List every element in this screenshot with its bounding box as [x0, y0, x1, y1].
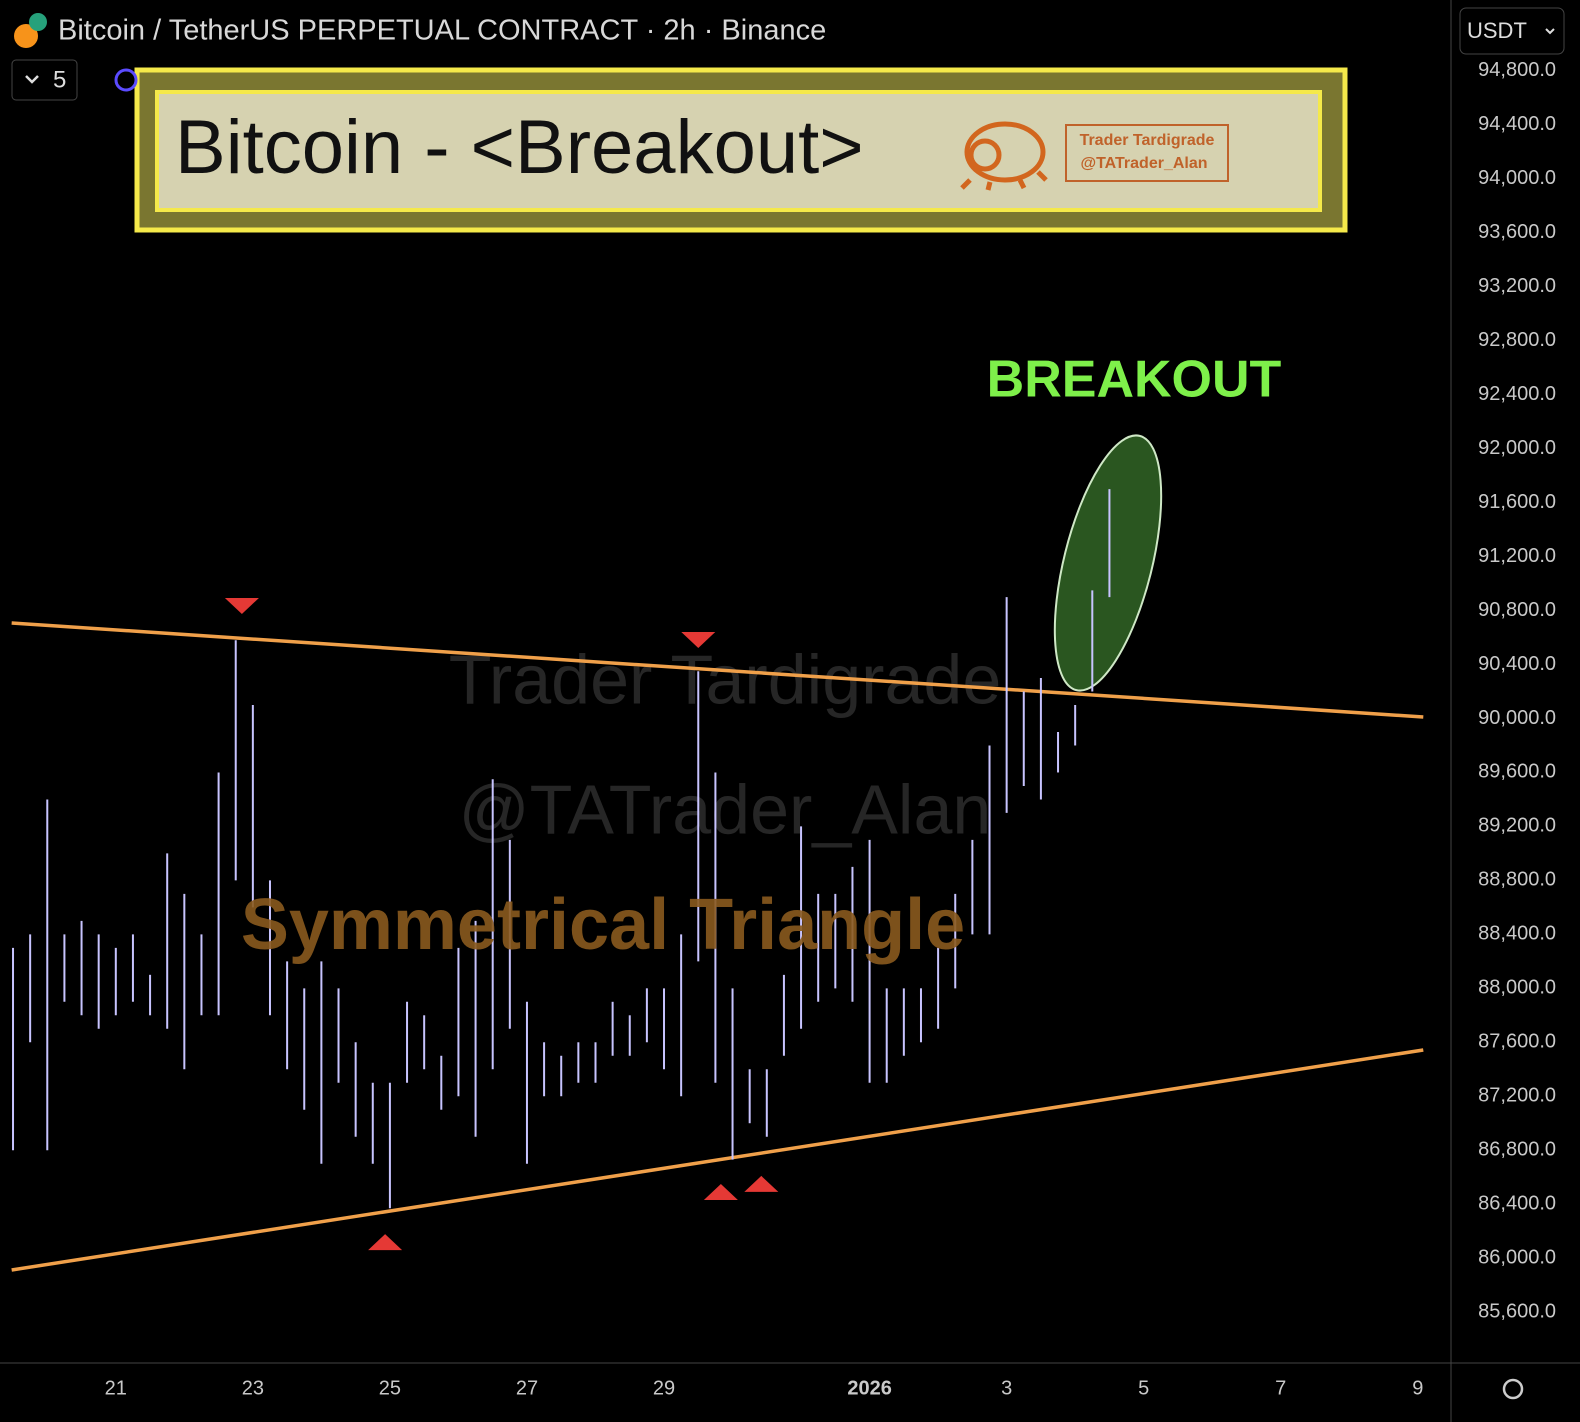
- y-tick-label: 89,200.0: [1478, 815, 1556, 837]
- y-tick-label: 88,800.0: [1478, 869, 1556, 891]
- x-tick-label: 27: [516, 1377, 538, 1399]
- price-bars: [12, 489, 1111, 1251]
- y-tick-label: 90,000.0: [1478, 707, 1556, 729]
- currency-button[interactable]: [1459, 7, 1565, 55]
- y-tick-label: 87,600.0: [1478, 1031, 1556, 1053]
- y-tick-label: 86,400.0: [1478, 1192, 1556, 1214]
- watermarks: Trader Tardigrade @TATrader_Alan: [449, 640, 1002, 848]
- y-tick-label: 89,600.0: [1478, 761, 1556, 783]
- pivot-marker: [744, 1175, 779, 1192]
- x-tick-label: 7: [1275, 1377, 1286, 1399]
- y-tick-label: 92,400.0: [1478, 383, 1556, 405]
- pivot-marker: [368, 1234, 403, 1251]
- x-tick-label: 21: [105, 1377, 127, 1399]
- banner-author: Trader Tardigrade: [1080, 132, 1215, 149]
- logo-head: [968, 138, 1002, 172]
- logo: [960, 121, 1048, 191]
- logo-body: [964, 121, 1046, 183]
- x-tick-label: 5: [1138, 1377, 1149, 1399]
- chevron: [1545, 28, 1555, 35]
- pivot-marker: [224, 597, 259, 614]
- breakout-label: BREAKOUT: [987, 351, 1282, 409]
- y-tick-label: 93,600.0: [1478, 221, 1556, 243]
- indicator-toggle[interactable]: [11, 59, 78, 101]
- banner-title: Bitcoin - <Breakout>: [175, 105, 864, 190]
- y-tick-label: 88,400.0: [1478, 923, 1556, 945]
- y-tick-label: 93,200.0: [1478, 275, 1556, 297]
- watermark-name: Trader Tardigrade: [449, 640, 1002, 718]
- tether-icon: [29, 13, 47, 31]
- y-tick-label: 85,600.0: [1478, 1300, 1556, 1322]
- author-box: [1065, 124, 1229, 182]
- pivot-marker: [681, 631, 716, 648]
- y-tick-label: 91,200.0: [1478, 545, 1556, 567]
- x-tick-label: 23: [242, 1377, 264, 1399]
- x-tick-label: 2026: [847, 1377, 892, 1399]
- trendline: [11, 1048, 1424, 1272]
- y-tick-label: 86,000.0: [1478, 1246, 1556, 1268]
- y-tick-label: 91,600.0: [1478, 491, 1556, 513]
- y-tick-label: 86,800.0: [1478, 1138, 1556, 1160]
- y-tick-label: 94,800.0: [1478, 59, 1556, 81]
- logo-legs: [960, 170, 1048, 191]
- y-tick-label: 92,800.0: [1478, 329, 1556, 351]
- chevron: [25, 75, 39, 84]
- x-tick-label: 25: [379, 1377, 401, 1399]
- currency: USDT: [1467, 18, 1527, 43]
- y-tick-label: 94,000.0: [1478, 167, 1556, 189]
- x-tick-label: 9: [1412, 1377, 1423, 1399]
- x-tick-label: 3: [1001, 1377, 1012, 1399]
- sync-icon[interactable]: [114, 68, 138, 92]
- y-tick-label: 94,400.0: [1478, 113, 1556, 135]
- y-tick-label: 90,800.0: [1478, 599, 1556, 621]
- y-tick-label: 87,200.0: [1478, 1085, 1556, 1107]
- trendline: [11, 621, 1424, 719]
- coin-icon: [14, 24, 38, 48]
- banner: Bitcoin - <Breakout> Trader Tardigrade @…: [134, 67, 1348, 233]
- y-tick-label: 88,000.0: [1478, 977, 1556, 999]
- banner-panel: [155, 90, 1322, 212]
- settings-icon[interactable]: [1502, 1378, 1524, 1400]
- watermark-handle: @TATrader_Alan: [459, 770, 992, 848]
- indicator-count: 5: [53, 66, 66, 93]
- y-tick-label: 92,000.0: [1478, 437, 1556, 459]
- axes: 85,600.0 86,000.0 86,400.0 86,800.0 87,200.0…: [105, 59, 1556, 1399]
- symbol-title: Bitcoin / TetherUS PERPETUAL CONTRACT · …: [58, 15, 826, 47]
- plot-area: [11, 621, 1424, 1272]
- pivot-marker: [703, 1184, 738, 1201]
- breakout-highlight: [1053, 434, 1163, 692]
- x-tick-label: 29: [653, 1377, 675, 1399]
- y-tick-label: 90,400.0: [1478, 653, 1556, 675]
- pattern-label: Symmetrical Triangle: [241, 885, 965, 965]
- banner-handle: @TATrader_Alan: [1080, 155, 1207, 172]
